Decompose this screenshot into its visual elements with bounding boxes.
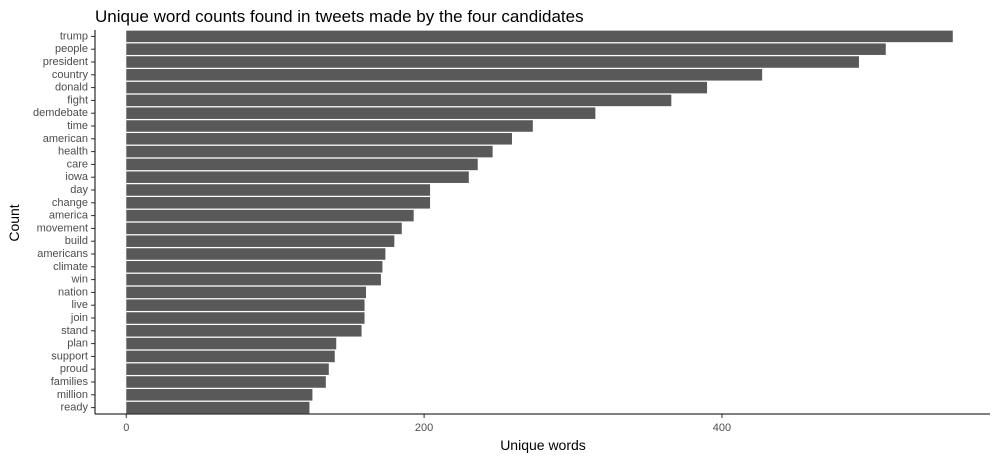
y-tick-label: iowa — [65, 171, 89, 183]
bar-movement — [126, 222, 402, 235]
bar-win — [126, 273, 381, 286]
y-tick-label: proud — [60, 363, 88, 375]
y-tick-label: plan — [67, 338, 88, 350]
y-tick-label: country — [52, 69, 89, 81]
bar-climate — [126, 261, 383, 273]
x-tick-label: 0 — [123, 422, 129, 434]
bar-people — [126, 43, 886, 55]
bar-country — [126, 69, 763, 81]
y-axis-title: Count — [6, 204, 22, 241]
bar-nation — [126, 286, 367, 299]
y-tick-label: movement — [37, 222, 88, 234]
y-tick-label: million — [57, 389, 88, 401]
y-tick-label: donald — [55, 82, 88, 94]
y-tick-label: nation — [58, 286, 88, 298]
y-tick-label: president — [43, 56, 88, 68]
bar-president — [126, 56, 859, 68]
y-tick-label: demdebate — [33, 107, 88, 119]
bars-layer — [126, 30, 953, 414]
y-tick-label: people — [55, 43, 88, 55]
y-tick-label: health — [58, 146, 88, 158]
y-tick-label: americans — [37, 248, 88, 260]
bar-support — [126, 350, 335, 363]
y-tick-label: join — [70, 312, 88, 324]
y-tick-label: fight — [67, 94, 88, 106]
y-tick-label: stand — [61, 325, 88, 337]
y-tick-label: day — [70, 184, 88, 196]
y-axis-ticks: trumppeoplepresidentcountrydonaldfightde… — [33, 30, 95, 414]
y-tick-label: climate — [53, 261, 88, 273]
y-tick-label: win — [70, 274, 88, 286]
bar-change — [126, 197, 431, 209]
y-tick-label: ready — [60, 402, 88, 414]
y-tick-label: american — [43, 133, 88, 145]
bar-health — [126, 145, 493, 158]
x-tick-label: 400 — [713, 422, 731, 434]
y-tick-label: build — [65, 235, 88, 247]
x-tick-label: 200 — [415, 422, 433, 434]
bar-care — [126, 158, 478, 171]
y-tick-label: change — [52, 197, 88, 209]
bar-fight — [126, 94, 672, 107]
y-tick-label: trump — [60, 30, 88, 42]
y-tick-label: care — [67, 158, 88, 170]
bar-million — [126, 389, 313, 401]
y-tick-label: live — [71, 299, 88, 311]
bar-live — [126, 299, 365, 311]
bar-trump — [126, 30, 953, 43]
y-tick-label: america — [49, 210, 89, 222]
chart-title: Unique word counts found in tweets made … — [95, 7, 584, 26]
bar-donald — [126, 81, 708, 94]
bar-join — [126, 312, 365, 324]
bar-american — [126, 133, 512, 145]
bar-proud — [126, 363, 329, 375]
bar-families — [126, 376, 326, 388]
bar-time — [126, 120, 533, 132]
y-tick-label: families — [51, 376, 89, 388]
bar-america — [126, 209, 414, 222]
x-axis-ticks: 0 200 400 — [123, 414, 731, 434]
bar-day — [126, 184, 431, 196]
x-axis-title: Unique words — [500, 437, 586, 453]
bar-iowa — [126, 171, 469, 183]
y-tick-label: time — [67, 120, 88, 132]
bar-plan — [126, 337, 337, 350]
bar-ready — [126, 401, 310, 414]
y-tick-label: support — [51, 350, 88, 362]
bar-americans — [126, 248, 386, 260]
bar-build — [126, 235, 395, 247]
bar-demdebate — [126, 107, 596, 119]
bar-stand — [126, 325, 362, 337]
